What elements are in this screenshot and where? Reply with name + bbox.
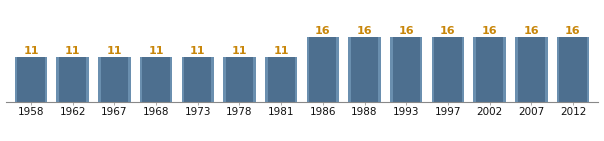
Bar: [57, 57, 89, 102]
Bar: [14, 57, 18, 102]
Text: 11: 11: [274, 46, 289, 56]
Bar: [420, 37, 422, 102]
Bar: [140, 57, 143, 102]
Bar: [182, 57, 214, 102]
Bar: [586, 37, 590, 102]
Bar: [253, 57, 255, 102]
Bar: [474, 37, 476, 102]
Bar: [14, 57, 47, 102]
Text: 11: 11: [24, 46, 39, 56]
Bar: [140, 57, 172, 102]
Text: 16: 16: [315, 26, 330, 36]
Bar: [515, 37, 547, 102]
Bar: [211, 57, 214, 102]
Text: 16: 16: [565, 26, 581, 36]
Bar: [461, 37, 464, 102]
Bar: [86, 57, 89, 102]
Text: 11: 11: [65, 46, 80, 56]
Text: 11: 11: [190, 46, 205, 56]
Bar: [307, 37, 309, 102]
Text: 16: 16: [440, 26, 455, 36]
Bar: [98, 57, 130, 102]
Bar: [545, 37, 547, 102]
Bar: [223, 57, 255, 102]
Bar: [128, 57, 130, 102]
Bar: [378, 37, 381, 102]
Bar: [349, 37, 381, 102]
Bar: [182, 57, 184, 102]
Bar: [515, 37, 518, 102]
Text: 16: 16: [399, 26, 414, 36]
Bar: [265, 57, 268, 102]
Bar: [295, 57, 297, 102]
Bar: [557, 37, 559, 102]
Bar: [503, 37, 506, 102]
Bar: [98, 57, 101, 102]
Bar: [432, 37, 464, 102]
Bar: [390, 37, 422, 102]
Bar: [432, 37, 434, 102]
Bar: [557, 37, 590, 102]
Bar: [474, 37, 506, 102]
Bar: [170, 57, 172, 102]
Bar: [307, 37, 339, 102]
Bar: [45, 57, 47, 102]
Text: 11: 11: [149, 46, 164, 56]
Text: 16: 16: [482, 26, 497, 36]
Bar: [57, 57, 59, 102]
Bar: [336, 37, 339, 102]
Text: 11: 11: [232, 46, 247, 56]
Text: 16: 16: [357, 26, 372, 36]
Bar: [265, 57, 297, 102]
Bar: [223, 57, 226, 102]
Bar: [390, 37, 393, 102]
Bar: [349, 37, 351, 102]
Text: 16: 16: [524, 26, 539, 36]
Text: 11: 11: [107, 46, 122, 56]
